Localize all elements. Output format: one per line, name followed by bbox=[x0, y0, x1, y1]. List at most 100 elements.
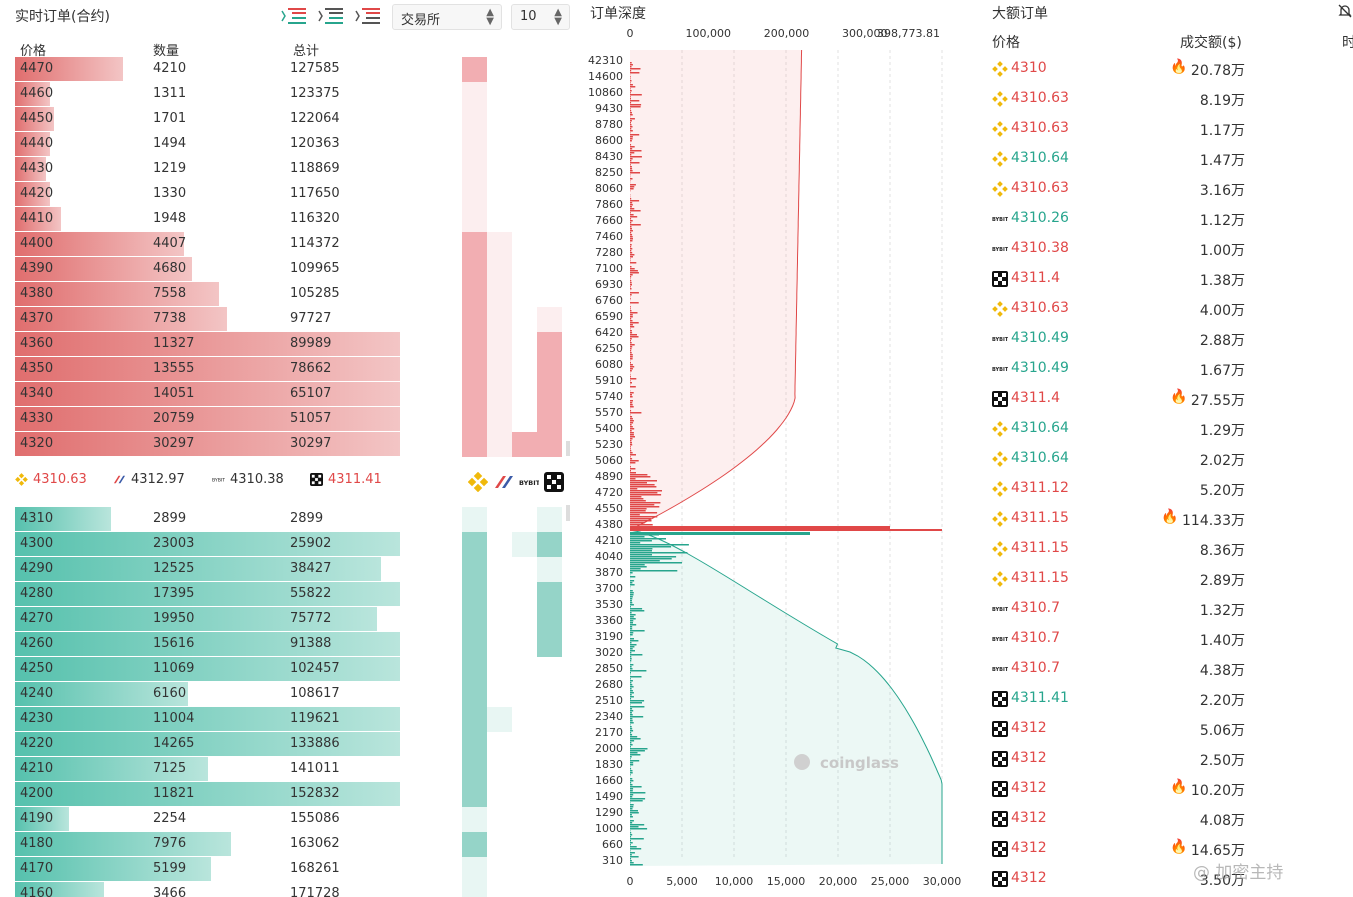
large-order-row[interactable]: BYBIT 4310.38 1.00万 bbox=[983, 234, 1353, 264]
large-order-row[interactable]: 4312 3.50万 bbox=[983, 864, 1353, 894]
bid-row[interactable]: 4290 12525 38427 bbox=[15, 557, 400, 581]
svg-text:BYBIT: BYBIT bbox=[212, 477, 225, 483]
ask-row[interactable]: 4470 4210 127585 bbox=[15, 57, 400, 81]
ask-row[interactable]: 4390 4680 109965 bbox=[15, 257, 400, 281]
bid-row[interactable]: 4240 6160 108617 bbox=[15, 682, 400, 706]
view-asks-icon[interactable] bbox=[354, 6, 382, 28]
large-order-price: 4312 bbox=[1011, 840, 1047, 856]
ask-qty: 11327 bbox=[153, 336, 195, 351]
bid-level-bar bbox=[630, 548, 653, 550]
ask-level-bar bbox=[630, 426, 633, 428]
ask-row[interactable]: 4350 13555 78662 bbox=[15, 357, 400, 381]
bid-row[interactable]: 4220 14265 133886 bbox=[15, 732, 400, 756]
ask-scrollbar[interactable] bbox=[566, 441, 570, 456]
fire-icon: 🔥 bbox=[1170, 779, 1188, 795]
large-order-row[interactable]: 4312 🔥 14.65万 bbox=[983, 834, 1353, 864]
ask-qty: 4407 bbox=[153, 236, 187, 251]
ask-level-bar bbox=[630, 462, 636, 464]
ask-row[interactable]: 4400 4407 114372 bbox=[15, 232, 400, 256]
large-order-row[interactable]: 4310.63 1.17万 bbox=[983, 114, 1353, 144]
large-order-row[interactable]: 4311.41 2.20万 bbox=[983, 684, 1353, 714]
large-order-row[interactable]: 4310.63 3.16万 bbox=[983, 174, 1353, 204]
ask-price: 4410 bbox=[20, 211, 54, 226]
bell-off-icon[interactable] bbox=[1337, 3, 1353, 19]
bybit-icon: BYBIT bbox=[992, 337, 1008, 343]
bid-row[interactable]: 4230 11004 119621 bbox=[15, 707, 400, 731]
bid-row[interactable]: 4190 2254 155086 bbox=[15, 807, 400, 831]
bid-row[interactable]: 4170 5199 168261 bbox=[15, 857, 400, 881]
ask-row[interactable]: 4430 1219 118869 bbox=[15, 157, 400, 181]
ask-row[interactable]: 4410 1948 116320 bbox=[15, 207, 400, 231]
large-order-row[interactable]: 4312 4.08万 bbox=[983, 804, 1353, 834]
ask-row[interactable]: 4340 14051 65107 bbox=[15, 382, 400, 406]
large-order-row[interactable]: BYBIT 4310.7 1.40万 bbox=[983, 624, 1353, 654]
bid-level-bar bbox=[630, 840, 631, 842]
updown-chevron-icon: ▲ ▼ bbox=[554, 7, 562, 27]
heatmap-cell bbox=[537, 407, 562, 432]
large-order-row[interactable]: BYBIT 4310.7 4.38万 bbox=[983, 654, 1353, 684]
bid-row[interactable]: 4270 19950 75772 bbox=[15, 607, 400, 631]
ask-level-bar bbox=[630, 302, 639, 304]
ask-row[interactable]: 4380 7558 105285 bbox=[15, 282, 400, 306]
large-order-row[interactable]: 4311.15 8.36万 bbox=[983, 534, 1353, 564]
large-order-row[interactable]: 4310 🔥 20.78万 bbox=[983, 54, 1353, 84]
large-order-row[interactable]: 4312 2.50万 bbox=[983, 744, 1353, 774]
exchange-select[interactable]: 交易所 ▲ ▼ bbox=[392, 4, 502, 30]
large-order-row[interactable]: BYBIT 4310.7 1.32万 bbox=[983, 594, 1353, 624]
large-order-row[interactable]: 4310.64 1.29万 bbox=[983, 414, 1353, 444]
ask-row[interactable]: 4450 1701 122064 bbox=[15, 107, 400, 131]
bid-row[interactable]: 4280 17395 55822 bbox=[15, 582, 400, 606]
bid-row[interactable]: 4310 2899 2899 bbox=[15, 507, 400, 531]
bid-total: 152832 bbox=[290, 786, 340, 801]
bid-qty: 7976 bbox=[153, 836, 187, 851]
bid-row[interactable]: 4250 11069 102457 bbox=[15, 657, 400, 681]
large-order-row[interactable]: 4310.63 8.19万 bbox=[983, 84, 1353, 114]
large-order-row[interactable]: 4310.64 1.47万 bbox=[983, 144, 1353, 174]
ask-row[interactable]: 4420 1330 117650 bbox=[15, 182, 400, 206]
bid-row[interactable]: 4200 11821 152832 bbox=[15, 782, 400, 806]
ask-row[interactable]: 4330 20759 51057 bbox=[15, 407, 400, 431]
view-both-icon[interactable] bbox=[280, 6, 308, 28]
bid-row[interactable]: 4160 3466 171728 bbox=[15, 882, 400, 897]
large-order-amount: 3.16万 bbox=[1199, 183, 1245, 199]
large-order-row[interactable]: BYBIT 4310.49 1.67万 bbox=[983, 354, 1353, 384]
bid-total: 141011 bbox=[290, 761, 340, 776]
bid-row[interactable]: 4180 7976 163062 bbox=[15, 832, 400, 856]
bid-price: 4250 bbox=[20, 661, 54, 676]
large-order-row[interactable]: 4311.4 🔥 27.55万 bbox=[983, 384, 1353, 414]
depth-count-select[interactable]: 10 ▲ ▼ bbox=[511, 4, 570, 30]
large-order-row[interactable]: 4310.64 2.02万 bbox=[983, 444, 1353, 474]
ask-level-bar bbox=[630, 468, 636, 470]
large-order-row[interactable]: 4311.15 🔥 114.33万 bbox=[983, 504, 1353, 534]
ask-row[interactable]: 4320 30297 30297 bbox=[15, 432, 400, 456]
bid-row[interactable]: 4260 15616 91388 bbox=[15, 632, 400, 656]
large-order-row[interactable]: 4312 🔥 10.20万 bbox=[983, 774, 1353, 804]
ask-row[interactable]: 4440 1494 120363 bbox=[15, 132, 400, 156]
bid-level-bar bbox=[630, 864, 643, 866]
ask-row[interactable]: 4360 11327 89989 bbox=[15, 332, 400, 356]
large-order-row[interactable]: BYBIT 4310.26 1.12万 bbox=[983, 204, 1353, 234]
y-tick-label: 5910 bbox=[595, 374, 623, 387]
y-tick-label: 2340 bbox=[595, 710, 623, 723]
ask-level-bar bbox=[630, 80, 632, 82]
bid-level-bar bbox=[630, 822, 633, 824]
ask-row[interactable]: 4370 7738 97727 bbox=[15, 307, 400, 331]
large-order-row[interactable]: 4310.63 4.00万 bbox=[983, 294, 1353, 324]
bid-total: 38427 bbox=[290, 561, 332, 576]
view-bids-icon[interactable] bbox=[317, 6, 345, 28]
bid-qty: 14265 bbox=[153, 736, 195, 751]
large-order-price: 4310.49 bbox=[1011, 360, 1069, 376]
bid-level-bar bbox=[630, 730, 634, 732]
large-order-row[interactable]: 4311.15 2.89万 bbox=[983, 564, 1353, 594]
large-order-row[interactable]: 4311.12 5.20万 bbox=[983, 474, 1353, 504]
large-order-row[interactable]: 4311.4 1.38万 bbox=[983, 264, 1353, 294]
bid-scrollbar[interactable] bbox=[566, 505, 570, 521]
large-order-row[interactable]: 4312 5.06万 bbox=[983, 714, 1353, 744]
bid-level-bar bbox=[630, 694, 632, 696]
large-order-row[interactable]: BYBIT 4310.49 2.88万 bbox=[983, 324, 1353, 354]
bid-level-bar bbox=[630, 724, 631, 726]
bid-row[interactable]: 4300 23003 25902 bbox=[15, 532, 400, 556]
ask-row[interactable]: 4460 1311 123375 bbox=[15, 82, 400, 106]
bid-row[interactable]: 4210 7125 141011 bbox=[15, 757, 400, 781]
bid-level-bar bbox=[630, 812, 639, 814]
